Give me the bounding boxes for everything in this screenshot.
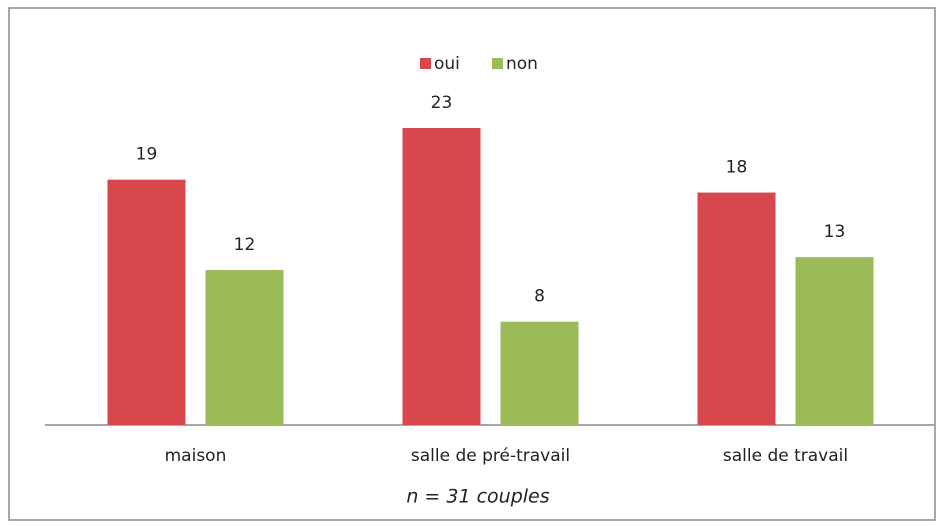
- value-label: 8: [534, 287, 545, 307]
- chart-subtitle: n = 31 couples: [406, 486, 549, 508]
- bar: [107, 179, 186, 425]
- legend-label: non: [506, 54, 538, 74]
- legend-label: oui: [434, 54, 460, 74]
- bar: [795, 257, 874, 425]
- bar: [697, 192, 776, 425]
- bar: [500, 321, 579, 425]
- value-label: 18: [726, 158, 748, 178]
- bar: [402, 128, 481, 425]
- x-tick-label: salle de travail: [723, 446, 848, 466]
- bar: [205, 270, 284, 425]
- legend-swatch: [420, 58, 431, 69]
- value-label: 23: [431, 93, 453, 113]
- value-label: 19: [136, 145, 158, 165]
- legend-swatch: [492, 58, 503, 69]
- x-tick-label: maison: [165, 446, 227, 466]
- x-tick-label: salle de pré-travail: [411, 446, 570, 466]
- value-label: 13: [824, 222, 846, 242]
- value-label: 12: [234, 235, 256, 255]
